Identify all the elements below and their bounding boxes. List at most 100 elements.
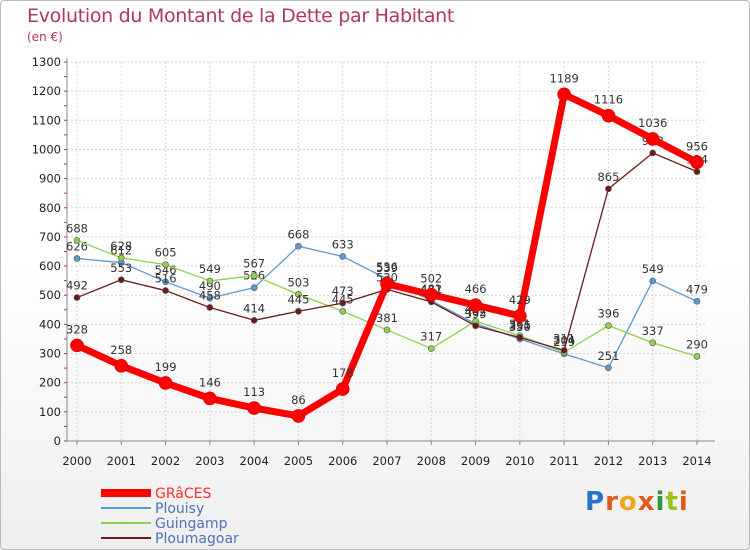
data-point: [291, 409, 306, 423]
data-point: [73, 237, 81, 244]
data-label: 549: [199, 262, 221, 276]
data-label: 668: [287, 227, 309, 241]
logo-letter: x: [637, 487, 656, 517]
data-point: [206, 304, 214, 311]
x-tick-label: 2011: [550, 454, 579, 468]
data-label: 429: [509, 293, 531, 307]
data-point: [339, 307, 347, 315]
data-label: 395: [465, 307, 487, 321]
data-label: 146: [199, 375, 221, 389]
data-point: [383, 326, 391, 334]
data-point: [427, 345, 435, 352]
y-tick-label: 600: [39, 259, 61, 273]
data-point: [339, 299, 347, 307]
data-label: 381: [376, 311, 398, 325]
x-tick-label: 2003: [195, 454, 224, 468]
data-point: [468, 298, 483, 312]
y-tick-label: 200: [39, 376, 61, 390]
y-tick-label: 1300: [32, 55, 61, 69]
data-label: 479: [686, 282, 708, 296]
data-point: [203, 391, 217, 406]
x-tick-label: 2006: [328, 454, 357, 468]
data-label: 328: [66, 322, 88, 336]
data-label: 86: [291, 393, 306, 407]
y-tick-label: 700: [39, 230, 61, 244]
data-label: 414: [243, 301, 265, 315]
data-label: 258: [110, 343, 132, 357]
data-label: 445: [287, 292, 309, 306]
data-point: [117, 276, 125, 284]
data-label: 355: [509, 319, 531, 333]
logo-letter: o: [618, 487, 638, 517]
data-point: [649, 277, 657, 285]
data-label: 490: [199, 279, 221, 293]
data-point: [516, 334, 524, 341]
data-point: [605, 364, 612, 372]
data-label: 956: [686, 139, 708, 153]
x-tick-label: 2000: [62, 454, 91, 468]
data-point: [693, 298, 701, 305]
data-point: [158, 376, 173, 390]
chart-unit: (en €): [27, 30, 63, 44]
logo-letter: i: [678, 487, 689, 517]
proxiti-logo: Proxiti: [585, 487, 689, 517]
data-label: 556: [376, 260, 398, 274]
x-tick-label: 2005: [284, 454, 313, 468]
legend-label: Guingamp: [155, 516, 228, 532]
y-tick-label: 0: [54, 434, 61, 448]
data-label: 251: [597, 349, 619, 363]
data-point: [339, 253, 347, 260]
data-label: 612: [110, 244, 132, 258]
data-label: 396: [597, 307, 619, 321]
data-label: 350: [509, 320, 531, 334]
data-label: 567: [243, 257, 265, 271]
data-label: 1116: [594, 93, 623, 107]
legend-label: Plouisy: [155, 501, 204, 517]
data-point: [162, 261, 169, 268]
data-label: 337: [642, 324, 664, 338]
data-point: [114, 358, 129, 373]
data-point: [162, 278, 169, 286]
data-label: 445: [332, 292, 354, 306]
data-label: 539: [376, 261, 398, 275]
data-point: [649, 149, 657, 157]
y-tick-label: 1200: [32, 84, 61, 98]
data-point: [645, 132, 660, 146]
data-label: 317: [420, 330, 442, 344]
data-label: 1189: [550, 71, 579, 85]
data-point: [649, 339, 657, 347]
data-label: 199: [155, 360, 177, 374]
data-point: [206, 277, 214, 285]
data-label: 688: [66, 221, 88, 235]
x-tick-label: 2002: [151, 454, 180, 468]
data-label: 178: [332, 366, 354, 380]
data-point: [601, 108, 616, 123]
data-point: [380, 277, 394, 291]
y-tick-label: 300: [39, 347, 61, 361]
data-point: [693, 168, 701, 175]
data-point: [295, 307, 302, 315]
data-label: 865: [597, 170, 619, 184]
data-label: 549: [642, 262, 664, 276]
data-label: 492: [66, 279, 88, 293]
data-label: 361: [509, 317, 531, 331]
x-tick-label: 2014: [682, 454, 711, 468]
data-point: [247, 401, 261, 415]
data-point: [73, 294, 81, 301]
data-point: [693, 353, 701, 360]
data-point: [605, 185, 612, 193]
data-label: 553: [110, 261, 132, 275]
data-point: [295, 291, 302, 298]
data-point: [295, 242, 302, 250]
data-label: 503: [287, 275, 309, 289]
x-tick-label: 2013: [638, 454, 667, 468]
x-tick-label: 2001: [107, 454, 136, 468]
y-tick-label: 400: [39, 317, 61, 331]
data-label: 311: [553, 331, 575, 345]
logo-letter: P: [585, 487, 606, 517]
data-point: [557, 87, 571, 102]
data-label: 299: [553, 335, 575, 349]
data-point: [250, 284, 258, 291]
x-tick-label: 2010: [505, 454, 534, 468]
